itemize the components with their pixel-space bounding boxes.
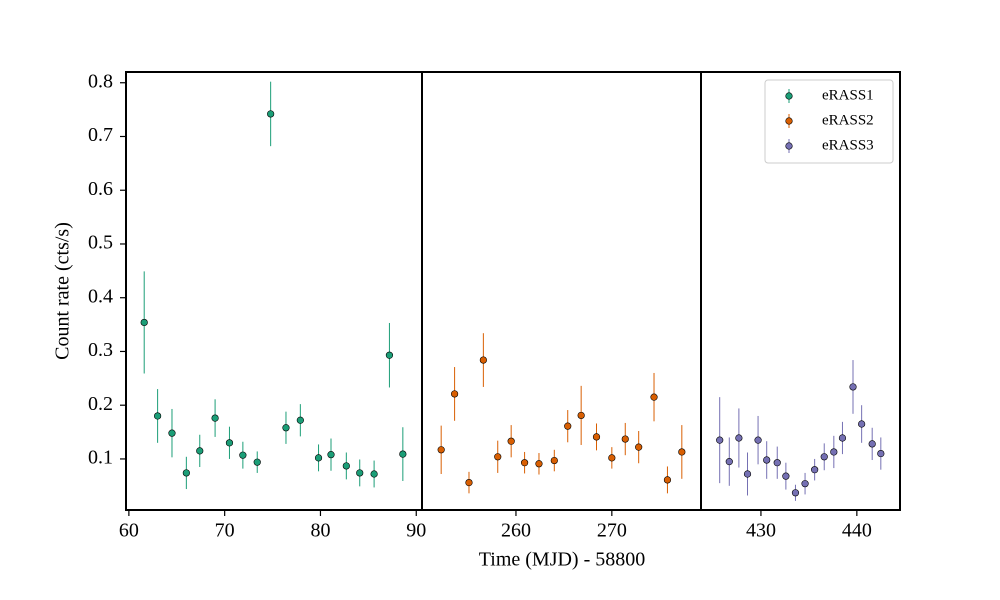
legend-label: eRASS2 [822, 112, 874, 128]
x-axis-label: Time (MJD) - 58800 [479, 549, 646, 571]
data-point [743, 470, 752, 478]
data-point [725, 458, 733, 466]
legend-box [764, 79, 894, 164]
y-tick-label: 0.8 [88, 70, 113, 92]
y-tick-label: 0.2 [88, 393, 113, 415]
data-point [314, 454, 323, 462]
data-point [801, 480, 809, 488]
data-point [370, 470, 378, 478]
x-tick-label: 260 [501, 520, 531, 542]
data-point [465, 478, 473, 487]
data-point [811, 466, 819, 474]
data-point [577, 411, 585, 420]
data-point [342, 462, 350, 470]
data-point [868, 440, 876, 448]
y-tick-label: 0.4 [88, 285, 113, 307]
data-point [182, 469, 190, 477]
data-point [211, 414, 219, 422]
data-point [820, 453, 828, 461]
legend-label: eRASS1 [822, 87, 874, 103]
data-point [239, 451, 247, 459]
panel-frame [125, 71, 423, 511]
data-point [327, 451, 335, 459]
legend-label: eRASS3 [822, 137, 874, 153]
data-point [773, 459, 781, 467]
data-point [494, 453, 502, 461]
data-point [196, 447, 204, 455]
x-tick-label: 440 [842, 520, 872, 542]
y-tick-label: 0.5 [88, 232, 113, 254]
x-tick-label: 270 [597, 520, 627, 542]
data-point [385, 351, 394, 359]
x-tick-label: 430 [746, 520, 776, 542]
data-point [650, 393, 658, 401]
data-point [520, 459, 529, 467]
y-tick-label: 0.1 [88, 447, 113, 469]
data-point [282, 424, 290, 432]
data-point [154, 412, 162, 420]
data-point [735, 434, 743, 442]
data-point [858, 420, 866, 428]
data-point [608, 454, 616, 462]
data-point [782, 472, 790, 480]
y-tick-label: 0.7 [88, 124, 113, 146]
data-point [791, 489, 800, 497]
y-tick-label: 0.3 [88, 339, 113, 361]
legend-marker [785, 142, 793, 150]
legend-marker [785, 117, 793, 125]
data-point [550, 456, 558, 465]
y-tick-label: 0.6 [88, 178, 113, 200]
data-point [437, 446, 445, 454]
data-point [663, 476, 672, 484]
data-point [140, 318, 148, 327]
data-point [763, 456, 771, 464]
data-point [564, 422, 572, 430]
data-point [450, 390, 459, 398]
data-point [168, 429, 176, 437]
data-point [479, 356, 487, 364]
data-point [253, 458, 261, 466]
data-point [356, 469, 364, 477]
panel-frame [421, 71, 702, 511]
panel-frame [700, 71, 901, 511]
data-point [296, 416, 304, 424]
data-point [716, 436, 724, 444]
data-point [635, 443, 643, 451]
data-point [267, 110, 275, 118]
x-tick-label: 70 [215, 520, 235, 542]
x-tick-label: 80 [310, 520, 330, 542]
data-point [830, 448, 838, 456]
data-point [678, 448, 686, 456]
data-point [225, 439, 234, 447]
data-point [507, 437, 515, 445]
x-tick-label: 60 [119, 520, 139, 542]
data-point [838, 434, 847, 442]
y-axis-label: Count rate (cts/s) [52, 222, 74, 360]
data-point [592, 433, 601, 441]
data-point [849, 383, 857, 391]
legend-marker [785, 92, 793, 100]
data-point [621, 435, 629, 443]
data-point [877, 449, 885, 458]
x-tick-label: 90 [406, 520, 426, 542]
data-point [754, 436, 762, 444]
data-point [399, 450, 407, 458]
data-point [535, 460, 543, 468]
